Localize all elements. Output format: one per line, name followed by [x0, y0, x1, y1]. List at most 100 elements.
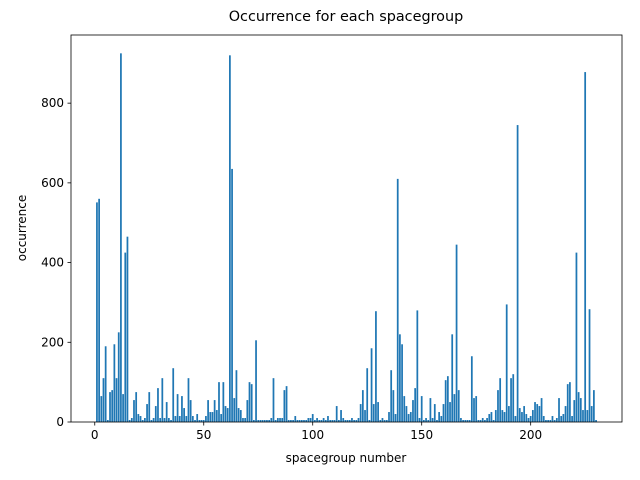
bar — [412, 400, 414, 422]
bar — [423, 420, 425, 422]
bar — [226, 408, 229, 422]
bar — [115, 378, 118, 422]
bar — [438, 412, 441, 422]
bar — [449, 402, 451, 422]
bar — [566, 384, 569, 422]
bar — [551, 416, 554, 422]
bar — [235, 370, 238, 422]
bar — [266, 420, 268, 422]
bar — [96, 202, 98, 422]
bar — [128, 420, 131, 422]
bar — [348, 420, 351, 422]
bar — [473, 398, 475, 422]
bar — [534, 402, 536, 422]
bar — [579, 398, 582, 422]
bar — [503, 412, 506, 422]
bar — [148, 392, 151, 422]
bar — [562, 414, 565, 422]
bar — [392, 390, 395, 422]
bar — [529, 416, 532, 422]
bar — [379, 420, 382, 422]
bar — [120, 53, 122, 422]
bar — [442, 404, 445, 422]
bar — [139, 416, 142, 422]
bar — [198, 420, 201, 422]
bar — [405, 406, 408, 422]
bar — [540, 398, 543, 422]
bar — [202, 420, 205, 422]
bar — [584, 72, 587, 422]
bar — [590, 406, 593, 422]
bar — [157, 388, 159, 422]
bar — [98, 198, 100, 422]
bar — [366, 368, 369, 422]
bar — [133, 400, 135, 422]
bar — [466, 420, 469, 422]
bar — [165, 402, 168, 422]
bar — [353, 420, 356, 422]
bar — [113, 344, 116, 422]
bar — [394, 414, 397, 422]
bar — [523, 406, 526, 422]
bar — [470, 356, 473, 422]
bar — [167, 418, 170, 422]
bar — [255, 340, 257, 422]
bar — [357, 418, 360, 422]
x-tick-label: 0 — [91, 428, 99, 442]
bar — [176, 394, 179, 422]
y-tick-label: 600 — [41, 176, 64, 190]
bar — [344, 420, 347, 422]
bar — [279, 418, 281, 422]
bar — [510, 378, 512, 422]
bar — [573, 400, 576, 422]
bar — [311, 414, 314, 422]
bar — [436, 420, 438, 422]
bar — [444, 380, 447, 422]
bar — [370, 348, 373, 422]
bar — [331, 420, 334, 422]
bar — [305, 420, 308, 422]
bar — [163, 418, 166, 422]
bar — [547, 420, 549, 422]
bar — [425, 418, 427, 422]
bar — [588, 309, 591, 422]
bar — [564, 406, 567, 422]
bar — [287, 420, 290, 422]
bar — [555, 418, 558, 422]
y-tick-label: 200 — [41, 335, 64, 349]
x-tick-label: 200 — [519, 428, 542, 442]
bar — [205, 416, 207, 422]
bar — [479, 420, 482, 422]
bar — [292, 420, 294, 422]
bar — [100, 396, 103, 422]
bar — [531, 410, 534, 422]
bar — [187, 378, 190, 422]
bar — [263, 420, 266, 422]
bar — [475, 396, 478, 422]
bar — [252, 420, 255, 422]
bar — [261, 420, 264, 422]
bar — [521, 412, 523, 422]
bar — [340, 410, 342, 422]
bar — [146, 404, 148, 422]
bar — [375, 311, 377, 422]
bar — [429, 398, 432, 422]
bar — [244, 418, 247, 422]
y-tick-label: 800 — [41, 96, 64, 110]
bar — [106, 420, 109, 422]
x-tick-label: 150 — [410, 428, 433, 442]
bar — [117, 332, 120, 422]
bar — [512, 374, 515, 422]
bar — [468, 420, 471, 422]
bar — [290, 420, 292, 422]
bar — [516, 125, 519, 422]
bar — [257, 420, 260, 422]
bar — [549, 420, 552, 422]
bar — [414, 388, 417, 422]
y-tick-label: 0 — [56, 415, 64, 429]
bar — [224, 406, 227, 422]
bar — [218, 382, 220, 422]
bar — [440, 416, 443, 422]
bar — [446, 376, 449, 422]
